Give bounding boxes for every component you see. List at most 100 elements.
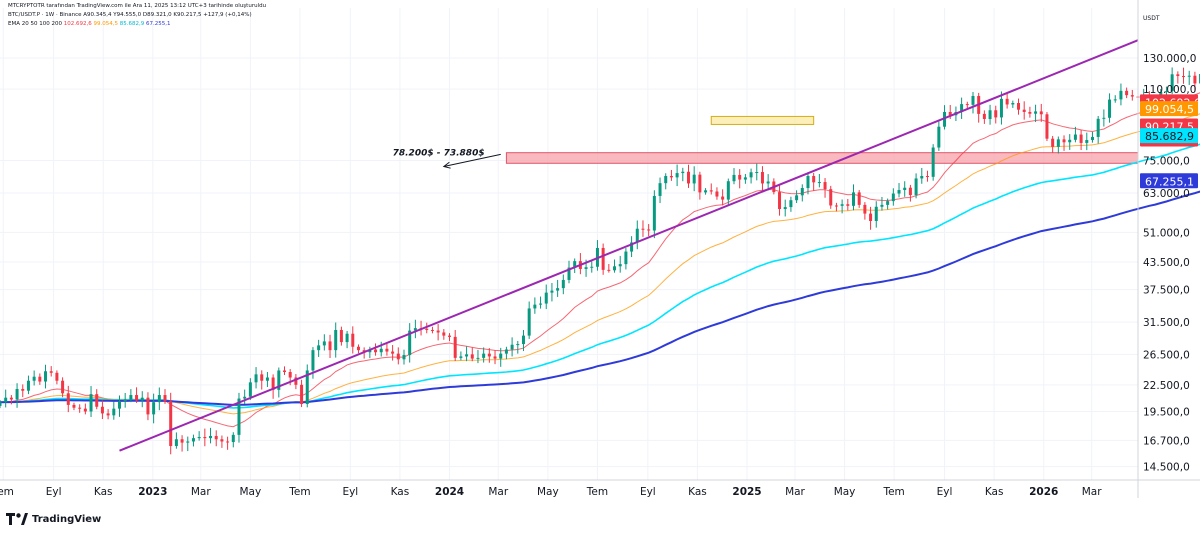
candle[interactable]	[652, 195, 656, 231]
candle[interactable]	[408, 330, 412, 356]
candle[interactable]	[197, 437, 201, 439]
candle[interactable]	[95, 394, 99, 407]
candle[interactable]	[271, 377, 275, 390]
trendline[interactable]	[119, 39, 1139, 452]
candle[interactable]	[294, 377, 298, 385]
candle[interactable]	[453, 336, 457, 358]
candle[interactable]	[732, 174, 736, 182]
candle[interactable]	[254, 374, 258, 383]
candle[interactable]	[550, 290, 554, 293]
candle[interactable]	[248, 382, 252, 397]
candle[interactable]	[1028, 111, 1032, 114]
candle[interactable]	[715, 191, 719, 197]
candle[interactable]	[738, 174, 742, 180]
trendline-layer[interactable]	[119, 39, 1139, 452]
candle[interactable]	[669, 176, 673, 178]
candle[interactable]	[783, 207, 787, 210]
candle[interactable]	[260, 374, 264, 381]
candle[interactable]	[999, 98, 1003, 118]
candle[interactable]	[169, 401, 173, 447]
candle[interactable]	[391, 351, 395, 354]
candle[interactable]	[852, 192, 855, 206]
candle[interactable]	[1034, 111, 1038, 114]
candle[interactable]	[0, 402, 2, 406]
candle[interactable]	[874, 206, 878, 221]
candle[interactable]	[1187, 75, 1191, 77]
candle[interactable]	[1085, 140, 1089, 143]
candle[interactable]	[220, 439, 224, 442]
candle[interactable]	[863, 204, 867, 214]
candle[interactable]	[305, 370, 309, 404]
candle[interactable]	[726, 181, 730, 200]
candle[interactable]	[44, 371, 48, 382]
candle[interactable]	[533, 304, 537, 309]
candle[interactable]	[1193, 75, 1197, 84]
candle[interactable]	[413, 328, 417, 331]
candle[interactable]	[937, 126, 941, 148]
candle[interactable]	[573, 261, 577, 268]
candle[interactable]	[499, 353, 503, 359]
candle[interactable]	[448, 335, 452, 337]
candle[interactable]	[766, 181, 770, 184]
candle[interactable]	[146, 397, 150, 415]
candle[interactable]	[117, 401, 121, 409]
candle[interactable]	[38, 376, 42, 382]
candle[interactable]	[1005, 98, 1009, 105]
candle[interactable]	[869, 213, 873, 221]
candle[interactable]	[300, 384, 304, 404]
candle[interactable]	[709, 190, 713, 192]
candle[interactable]	[521, 335, 525, 345]
candle[interactable]	[396, 353, 400, 360]
candle[interactable]	[436, 330, 440, 333]
candle[interactable]	[994, 110, 998, 118]
candle[interactable]	[1125, 90, 1129, 96]
candle[interactable]	[157, 395, 161, 403]
candle[interactable]	[174, 439, 178, 447]
candle[interactable]	[140, 397, 144, 401]
candle[interactable]	[493, 356, 497, 359]
candle[interactable]	[226, 441, 230, 443]
candle[interactable]	[1108, 99, 1112, 118]
candle[interactable]	[322, 341, 326, 346]
candle[interactable]	[664, 176, 668, 184]
candle[interactable]	[191, 438, 195, 442]
candle[interactable]	[277, 370, 281, 390]
candle[interactable]	[1068, 139, 1072, 143]
ema-legend-label[interactable]: EMA 20 50 100 200	[8, 21, 62, 27]
candle[interactable]	[180, 439, 184, 443]
candle[interactable]	[379, 348, 383, 353]
candle[interactable]	[89, 394, 93, 412]
candle[interactable]	[931, 147, 935, 177]
candle[interactable]	[982, 113, 986, 119]
candle[interactable]	[311, 350, 315, 371]
candle[interactable]	[339, 329, 343, 343]
candle[interactable]	[78, 407, 82, 409]
candle[interactable]	[692, 174, 696, 184]
candle[interactable]	[943, 111, 947, 127]
candle[interactable]	[49, 371, 53, 373]
candle[interactable]	[960, 104, 964, 112]
candle[interactable]	[442, 332, 446, 336]
candle[interactable]	[630, 242, 634, 252]
ema-legend[interactable]: EMA 20 50 100 200 102.692,6 99.054,5 85.…	[8, 21, 170, 27]
candle[interactable]	[1130, 95, 1134, 97]
candle[interactable]	[914, 178, 918, 196]
candle[interactable]	[1079, 134, 1083, 143]
candle[interactable]	[675, 173, 679, 178]
candle[interactable]	[584, 267, 588, 269]
candle[interactable]	[476, 357, 480, 359]
candle[interactable]	[903, 187, 907, 191]
candle[interactable]	[834, 205, 838, 207]
candle[interactable]	[317, 345, 321, 351]
candle[interactable]	[897, 190, 901, 194]
candle[interactable]	[243, 396, 247, 399]
candle[interactable]	[607, 269, 611, 271]
candle[interactable]	[590, 266, 594, 268]
candle[interactable]	[214, 435, 218, 440]
candle[interactable]	[345, 333, 349, 343]
candle[interactable]	[755, 172, 759, 174]
candle[interactable]	[66, 393, 70, 405]
candle[interactable]	[527, 308, 531, 336]
symbol-line[interactable]: BTC/USDT.P · 1W · Binance A90.345,4 Y94.…	[8, 12, 252, 18]
